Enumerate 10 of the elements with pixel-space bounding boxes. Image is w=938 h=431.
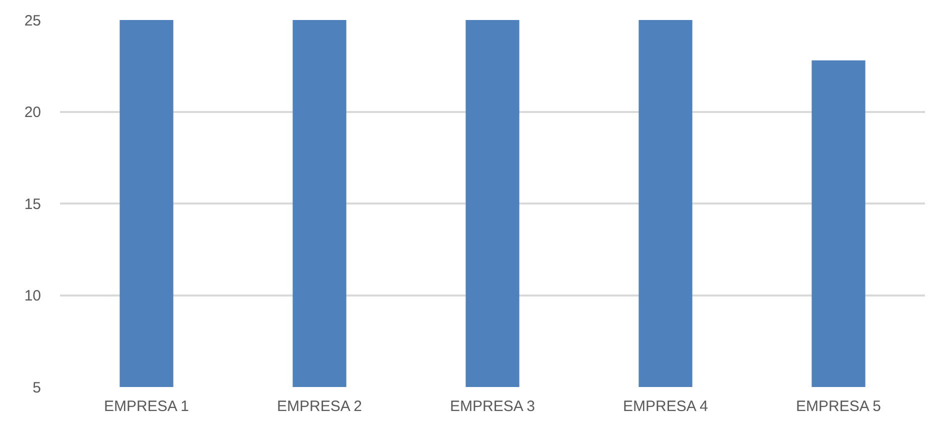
y-tick-label: 20 [24,104,41,121]
x-tick-label: EMPRESA 1 [104,398,190,415]
y-tick-label: 25 [24,12,41,30]
x-tick-label: EMPRESA 5 [796,398,882,415]
x-tick-label: EMPRESA 4 [622,398,708,415]
x-tick-label: EMPRESA 3 [450,398,536,415]
y-tick-label: 5 [32,379,41,396]
x-tick-label: EMPRESA 2 [276,398,362,415]
y-tick-label: 15 [24,196,41,213]
y-tick-label: 10 [24,288,41,304]
